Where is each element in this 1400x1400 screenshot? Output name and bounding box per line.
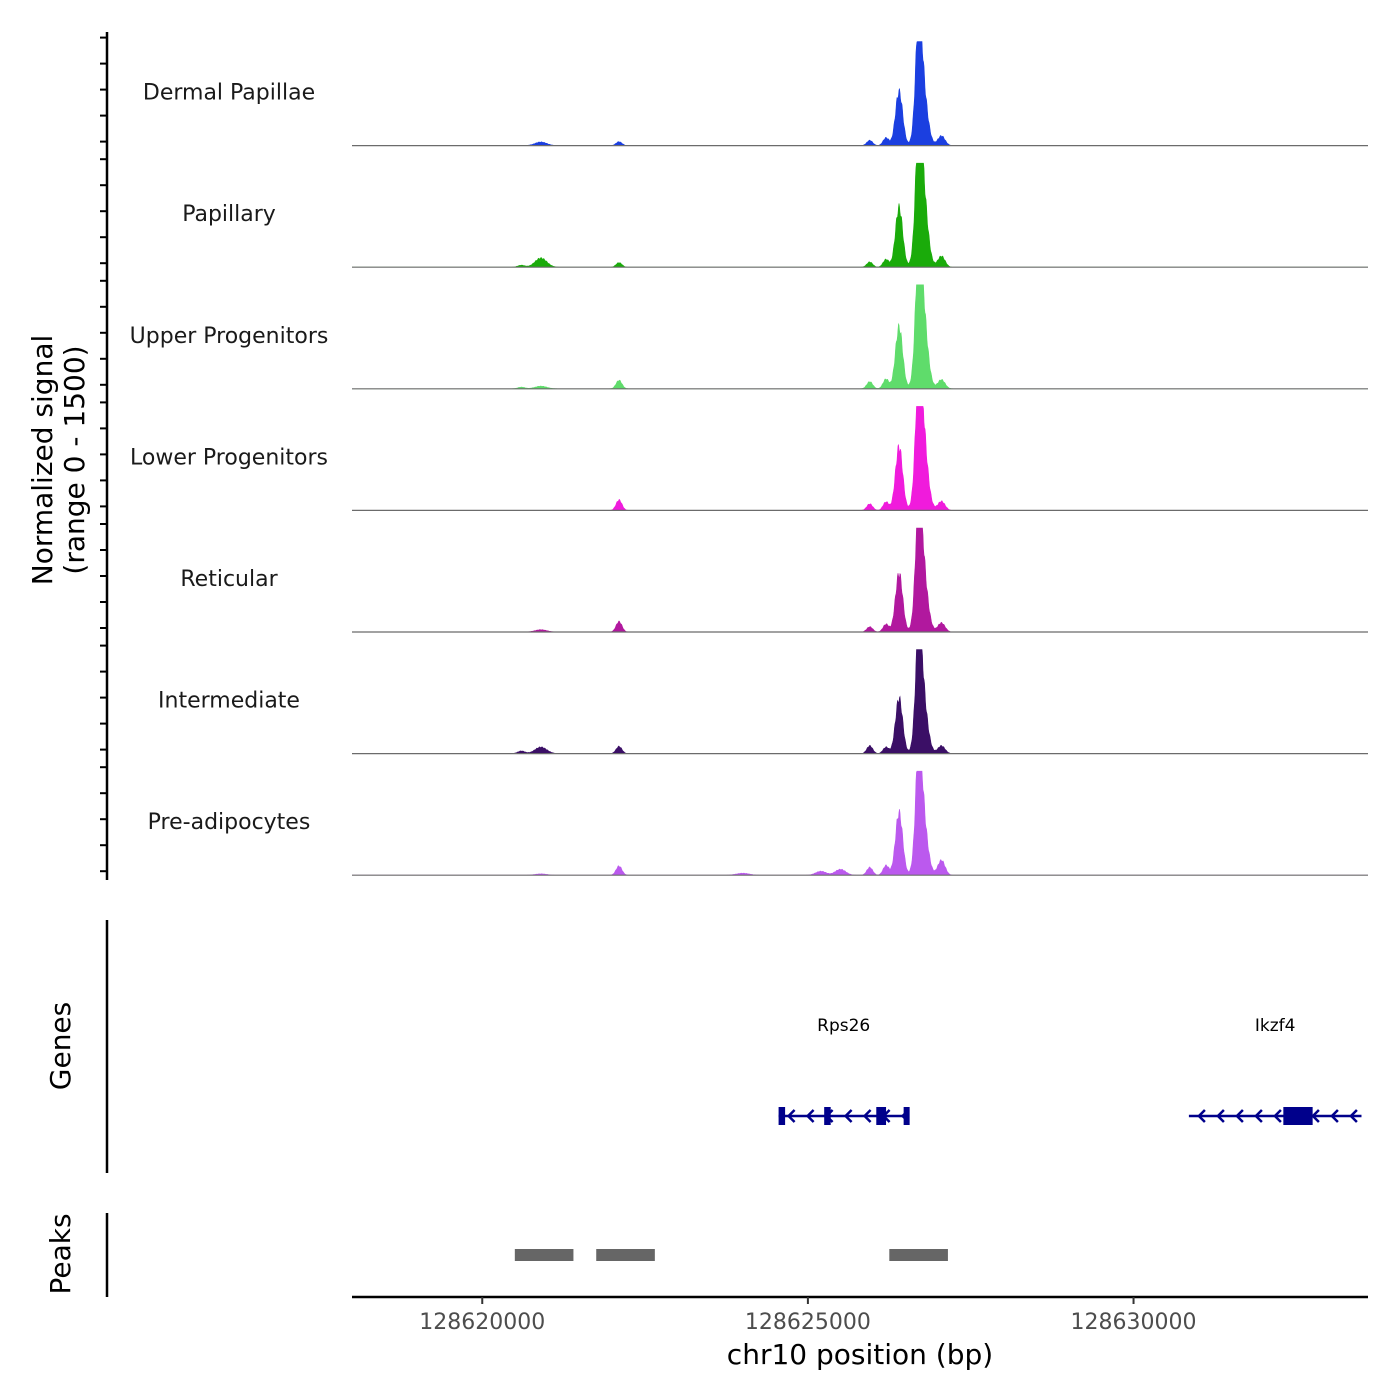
coverage-area <box>352 649 1368 754</box>
exon <box>778 1107 786 1125</box>
strand-arrow <box>1197 1109 1206 1123</box>
coverage-y-axis-label-line-2: (range 0 - 1500) <box>58 345 91 574</box>
track-label: Papillary <box>182 202 276 227</box>
coverage-area <box>352 41 1368 146</box>
exon <box>824 1107 831 1125</box>
genes-panel: Rps26 Ikzf4 <box>105 920 1362 1173</box>
coverage-area <box>352 162 1368 268</box>
strand-arrow <box>862 1109 872 1123</box>
track-6: Pre-adipocytes <box>148 770 1368 876</box>
strand-arrow <box>1349 1109 1358 1123</box>
peak-region <box>596 1249 655 1261</box>
track-label: Dermal Papillae <box>143 81 315 106</box>
gene-rps26: Rps26 <box>778 1016 910 1125</box>
track-label: Reticular <box>180 567 278 592</box>
strand-arrow <box>1235 1109 1244 1123</box>
x-tick-label: 128620000 <box>419 1310 545 1335</box>
coverage-area <box>352 284 1368 390</box>
coverage-panel: Dermal Papillae Papillary Upper Progenitor… <box>130 41 1368 876</box>
track-0: Dermal Papillae <box>143 41 1368 147</box>
coverage-y-axis-label-line-1: Normalized signal <box>26 335 59 586</box>
strand-arrow <box>843 1109 853 1123</box>
x-tick-label: 128630000 <box>1071 1310 1197 1335</box>
strand-arrow <box>786 1109 796 1123</box>
peak-region <box>514 1249 574 1261</box>
strand-arrow <box>1311 1109 1320 1123</box>
gene-label: Ikzf4 <box>1255 1016 1296 1036</box>
track-3: Lower Progenitors <box>130 406 1368 511</box>
coverage-area <box>352 527 1368 633</box>
peak-region <box>889 1249 948 1261</box>
peaks-axis-label: Peaks <box>44 1213 77 1294</box>
x-tick-label: 128625000 <box>745 1310 871 1335</box>
strand-arrow <box>1216 1109 1225 1123</box>
strand-arrow <box>1273 1109 1282 1123</box>
track-label: Lower Progenitors <box>130 445 328 470</box>
track-label: Pre-adipocytes <box>148 810 311 835</box>
x-axis-label: chr10 position (bp) <box>727 1338 993 1371</box>
peaks-panel <box>105 1213 948 1297</box>
exon <box>876 1107 887 1125</box>
coverage-area <box>352 406 1368 511</box>
coverage-area <box>352 770 1368 876</box>
gene-label: Rps26 <box>817 1016 870 1036</box>
coverage-y-axis <box>100 32 109 880</box>
exon <box>1283 1107 1313 1125</box>
track-5: Intermediate <box>158 649 1368 755</box>
track-label: Upper Progenitors <box>130 324 329 349</box>
gene-ikzf4: Ikzf4 <box>1188 1016 1362 1125</box>
x-axis: 128620000 128625000 128630000 <box>352 1295 1368 1335</box>
track-1: Papillary <box>182 162 1368 268</box>
exon <box>903 1107 910 1125</box>
track-label: Intermediate <box>158 689 300 714</box>
strand-arrow <box>1330 1109 1339 1123</box>
track-4: Reticular <box>180 527 1368 633</box>
strand-arrow <box>1254 1109 1263 1123</box>
strand-arrow <box>805 1109 815 1123</box>
genes-axis-label: Genes <box>44 1002 77 1090</box>
track-2: Upper Progenitors <box>130 284 1368 390</box>
